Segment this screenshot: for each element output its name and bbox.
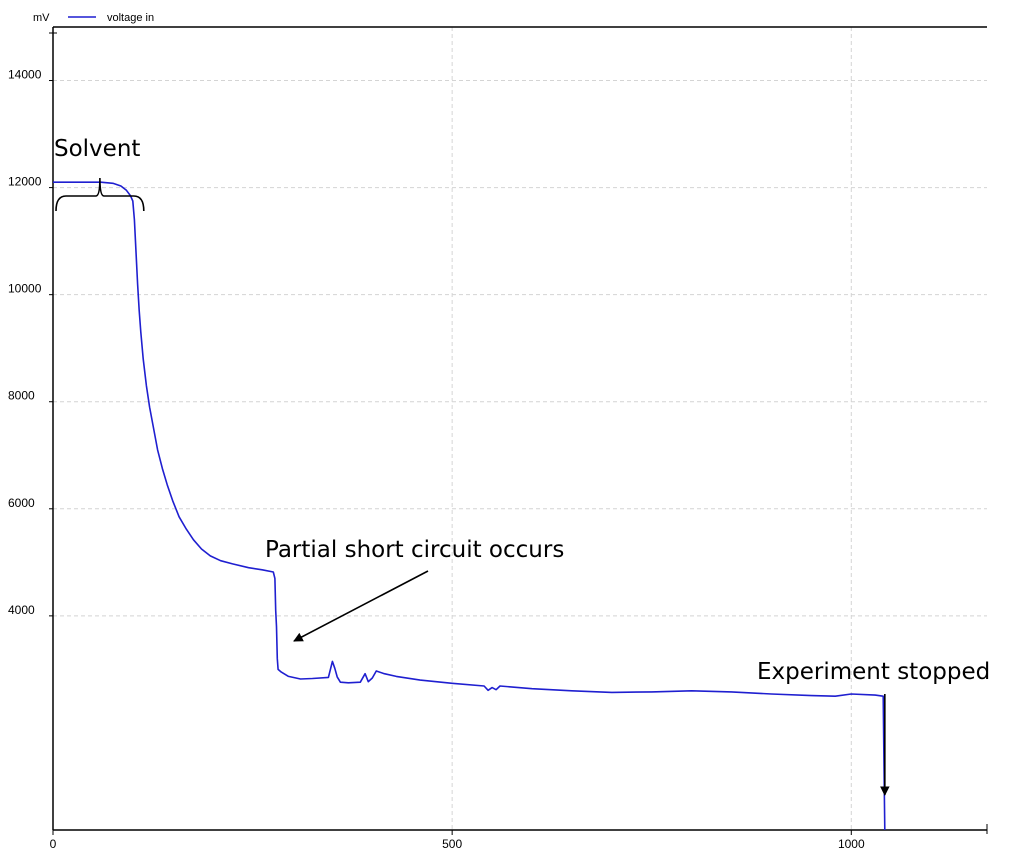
annotations: Solvent Partial short circuit occurs Exper… [54, 136, 990, 796]
annotation-solvent: Solvent [54, 136, 140, 162]
y-tick-label: 6000 [8, 496, 35, 510]
y-unit-label: mV [33, 12, 50, 24]
voltage-in-line [53, 181, 886, 831]
annotation-experiment-stopped: Experiment stopped [757, 659, 990, 685]
x-tick-label: 1000 [838, 837, 865, 851]
y-tick-label: 4000 [8, 603, 35, 617]
y-tick-label: 14000 [8, 68, 42, 82]
annotation-arrow [293, 570, 429, 642]
tick-labels: 4000 6000 8000 10000 12000 14000 0 500 1000 mV [8, 12, 865, 851]
annotation-partial-short-circuit: Partial short circuit occurs [265, 537, 564, 563]
legend: voltage in [68, 12, 154, 24]
x-tick-label: 500 [442, 837, 462, 851]
legend-label: voltage in [107, 12, 154, 24]
series-layer [53, 181, 886, 831]
y-tick-label: 12000 [8, 175, 42, 189]
grid [53, 27, 987, 830]
y-tick-label: 8000 [8, 389, 35, 403]
solvent-brace [55, 177, 145, 212]
x-tick-label: 0 [50, 837, 57, 851]
y-tick-label: 10000 [8, 282, 42, 296]
axes [49, 26, 988, 834]
